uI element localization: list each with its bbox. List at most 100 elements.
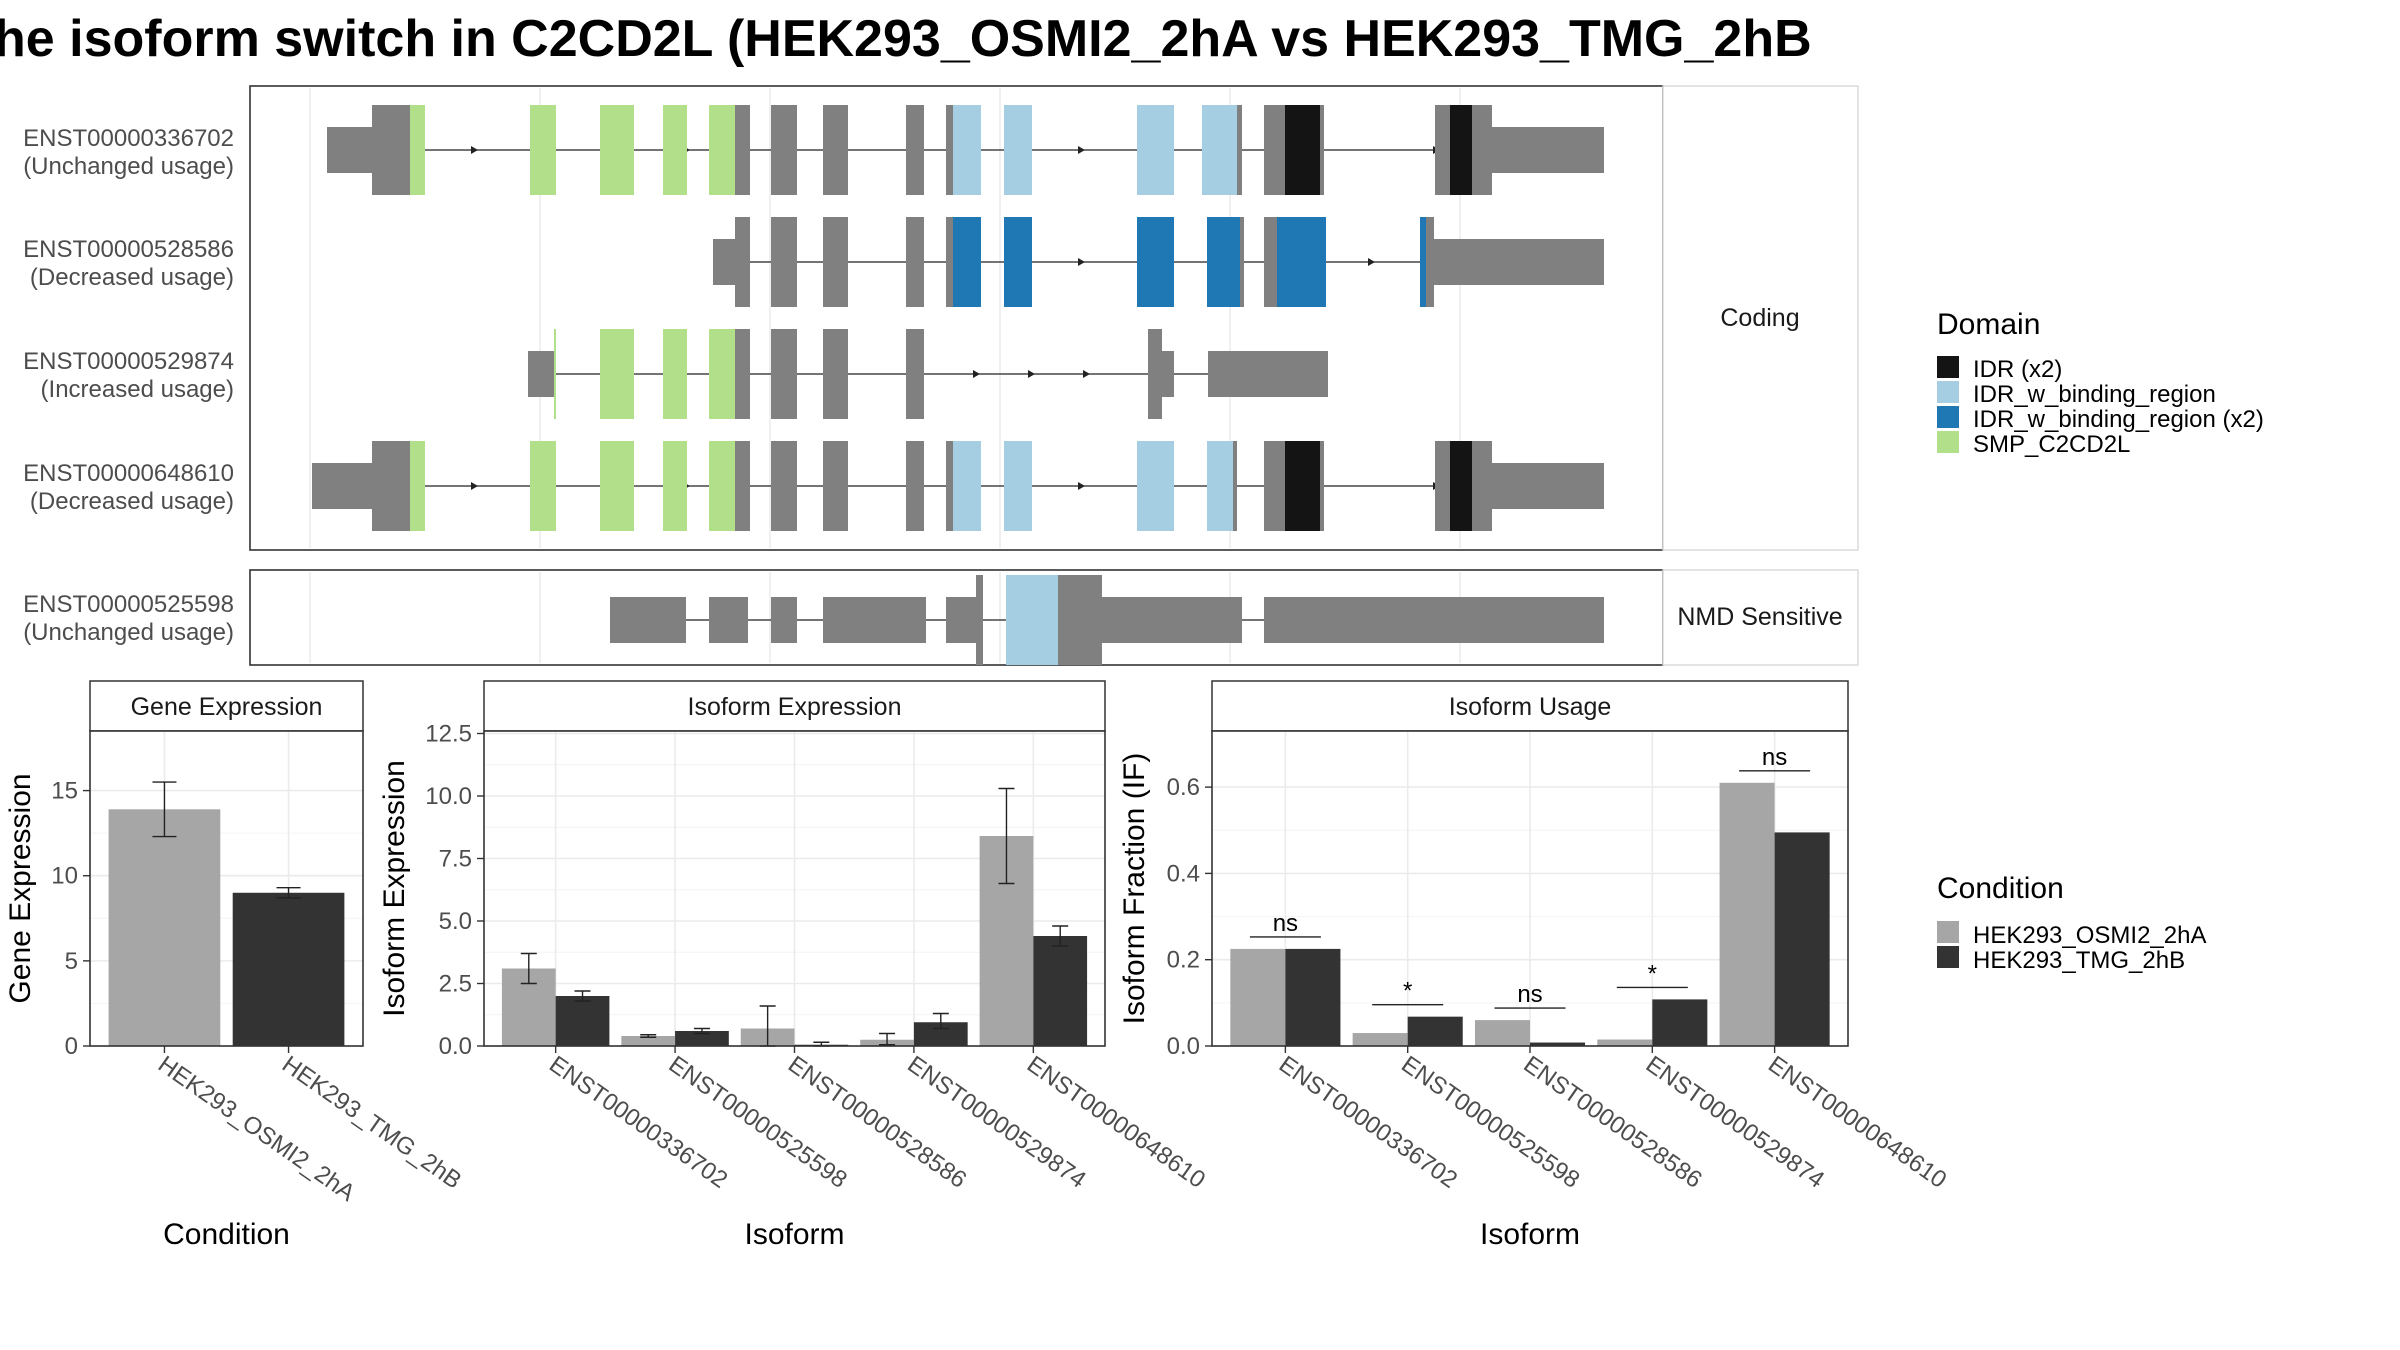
domain-segment: [1004, 105, 1032, 195]
y-tick-label: 10.0: [425, 783, 472, 810]
bar: [1597, 1039, 1653, 1046]
significance-label: *: [1403, 978, 1412, 1005]
domain-segment: [530, 105, 556, 195]
exon-block: [1492, 127, 1604, 173]
domain-segment: [600, 105, 634, 195]
legend-label-tmg: HEK293_TMG_2hB: [1973, 947, 2185, 974]
strand-arrow-icon: [1078, 482, 1085, 490]
exon-block: [823, 217, 848, 307]
domain-segment: [1420, 217, 1426, 307]
strip-coding-label: Coding: [1720, 304, 1799, 332]
exon-block: [1264, 217, 1277, 307]
transcript-track-4: [312, 441, 1604, 531]
y-tick-label: 5: [65, 948, 78, 975]
transcript-tracks: [312, 105, 1604, 665]
exon-block: [976, 575, 983, 665]
strand-arrow-icon: [1078, 146, 1085, 154]
exon-block: [823, 441, 848, 531]
domain-segment: [663, 105, 687, 195]
exon-block: [1237, 105, 1242, 195]
exon-block: [1320, 441, 1324, 531]
exon-block: [946, 105, 953, 195]
domain-segment: [530, 441, 556, 531]
isoform-label-5: ENST00000525598: [23, 591, 234, 618]
domain-segment: [410, 105, 425, 195]
legend-swatch-tmg: [1937, 946, 1959, 968]
y-tick-label: 7.5: [439, 846, 472, 873]
bar: [108, 809, 221, 1046]
bar: [1230, 948, 1286, 1046]
exon-block: [372, 105, 410, 195]
y-axis-label: Isoform Fraction (IF): [1118, 753, 1151, 1025]
exon-block: [1264, 105, 1285, 195]
transcript-track-1: [327, 105, 1604, 195]
bar: [1033, 936, 1088, 1046]
legend-swatch-osmi2: [1937, 921, 1959, 943]
exon-block: [372, 441, 410, 531]
strand-arrow-icon: [1083, 370, 1090, 378]
x-axis-label: Isoform: [744, 1218, 844, 1251]
exon-block: [771, 329, 797, 419]
exon-block: [1264, 441, 1285, 531]
exon-block: [1472, 105, 1492, 195]
bar: [1774, 832, 1830, 1046]
domain-segment: [1450, 105, 1472, 195]
domain-segment: [1137, 441, 1174, 531]
domain-segment: [709, 441, 735, 531]
isoform-usage-4: (Decreased usage): [30, 488, 234, 515]
domain-segment: [1004, 217, 1032, 307]
exon-block: [1435, 105, 1450, 195]
bar: [1352, 1033, 1408, 1046]
domain-segment: [953, 217, 981, 307]
y-tick-label: 0.2: [1167, 947, 1200, 974]
condition-legend: Condition HEK293_OSMI2_2hA HEK293_TMG_2h…: [1937, 872, 2206, 974]
domain-segment: [663, 441, 687, 531]
isoform-usage-5: (Unchanged usage): [23, 619, 234, 646]
exon-block: [735, 105, 750, 195]
chart-title: Isoform Usage: [1449, 693, 1612, 721]
domain-segment: [1137, 105, 1174, 195]
y-tick-label: 10: [51, 863, 78, 890]
exon-block: [771, 597, 797, 643]
exon-block: [713, 239, 735, 285]
exon-block: [735, 217, 750, 307]
domain-segment: [554, 329, 556, 419]
domain-segment: [953, 441, 981, 531]
significance-label: ns: [1517, 981, 1542, 1008]
significance-label: ns: [1762, 744, 1787, 771]
figure-title: he isoform switch in C2CD2L (HEK293_OSMI…: [0, 10, 1812, 68]
isoform-structure-panel: Coding NMD Sensitive ENST00000336702 (Un…: [23, 85, 1859, 666]
domain-legend-title: Domain: [1937, 308, 2040, 341]
isoform-expression-chart: Isoform Expression0.02.55.07.510.012.5EN…: [378, 680, 1210, 1251]
isoform-label-2: ENST00000528586: [23, 236, 234, 263]
strip-nmd-label: NMD Sensitive: [1677, 603, 1842, 631]
bar: [1407, 1016, 1463, 1046]
bar: [555, 996, 610, 1046]
exon-block: [823, 105, 848, 195]
legend-swatch-smp: [1937, 431, 1959, 453]
y-axis-label: Gene Expression: [4, 773, 37, 1003]
exon-block: [1208, 351, 1328, 397]
x-axis-label: Isoform: [1480, 1218, 1580, 1251]
y-tick-label: 5.0: [439, 908, 472, 935]
domain-segment: [709, 105, 735, 195]
legend-swatch-idr-x2: [1937, 356, 1959, 378]
legend-label-idr-binding-x2: IDR_w_binding_region (x2): [1973, 406, 2264, 433]
y-axis-label: Isoform Expression: [378, 760, 411, 1017]
x-axis-label: Condition: [163, 1218, 290, 1251]
legend-label-osmi2: HEK293_OSMI2_2hA: [1973, 922, 2206, 949]
exon-block: [771, 217, 797, 307]
exon-block: [771, 105, 797, 195]
x-tick-label: HEK293_OSMI2_2hA: [153, 1051, 360, 1207]
domain-segment: [600, 329, 634, 419]
exon-block: [906, 329, 924, 419]
exon-block: [823, 329, 848, 419]
bar: [1474, 1020, 1530, 1046]
domain-segment: [663, 329, 687, 419]
strand-arrow-icon: [1028, 370, 1035, 378]
bar: [232, 892, 345, 1046]
plot-frame: [89, 730, 364, 1047]
exon-block: [1435, 441, 1450, 531]
domain-segment: [1006, 575, 1058, 665]
y-tick-label: 12.5: [425, 721, 472, 748]
